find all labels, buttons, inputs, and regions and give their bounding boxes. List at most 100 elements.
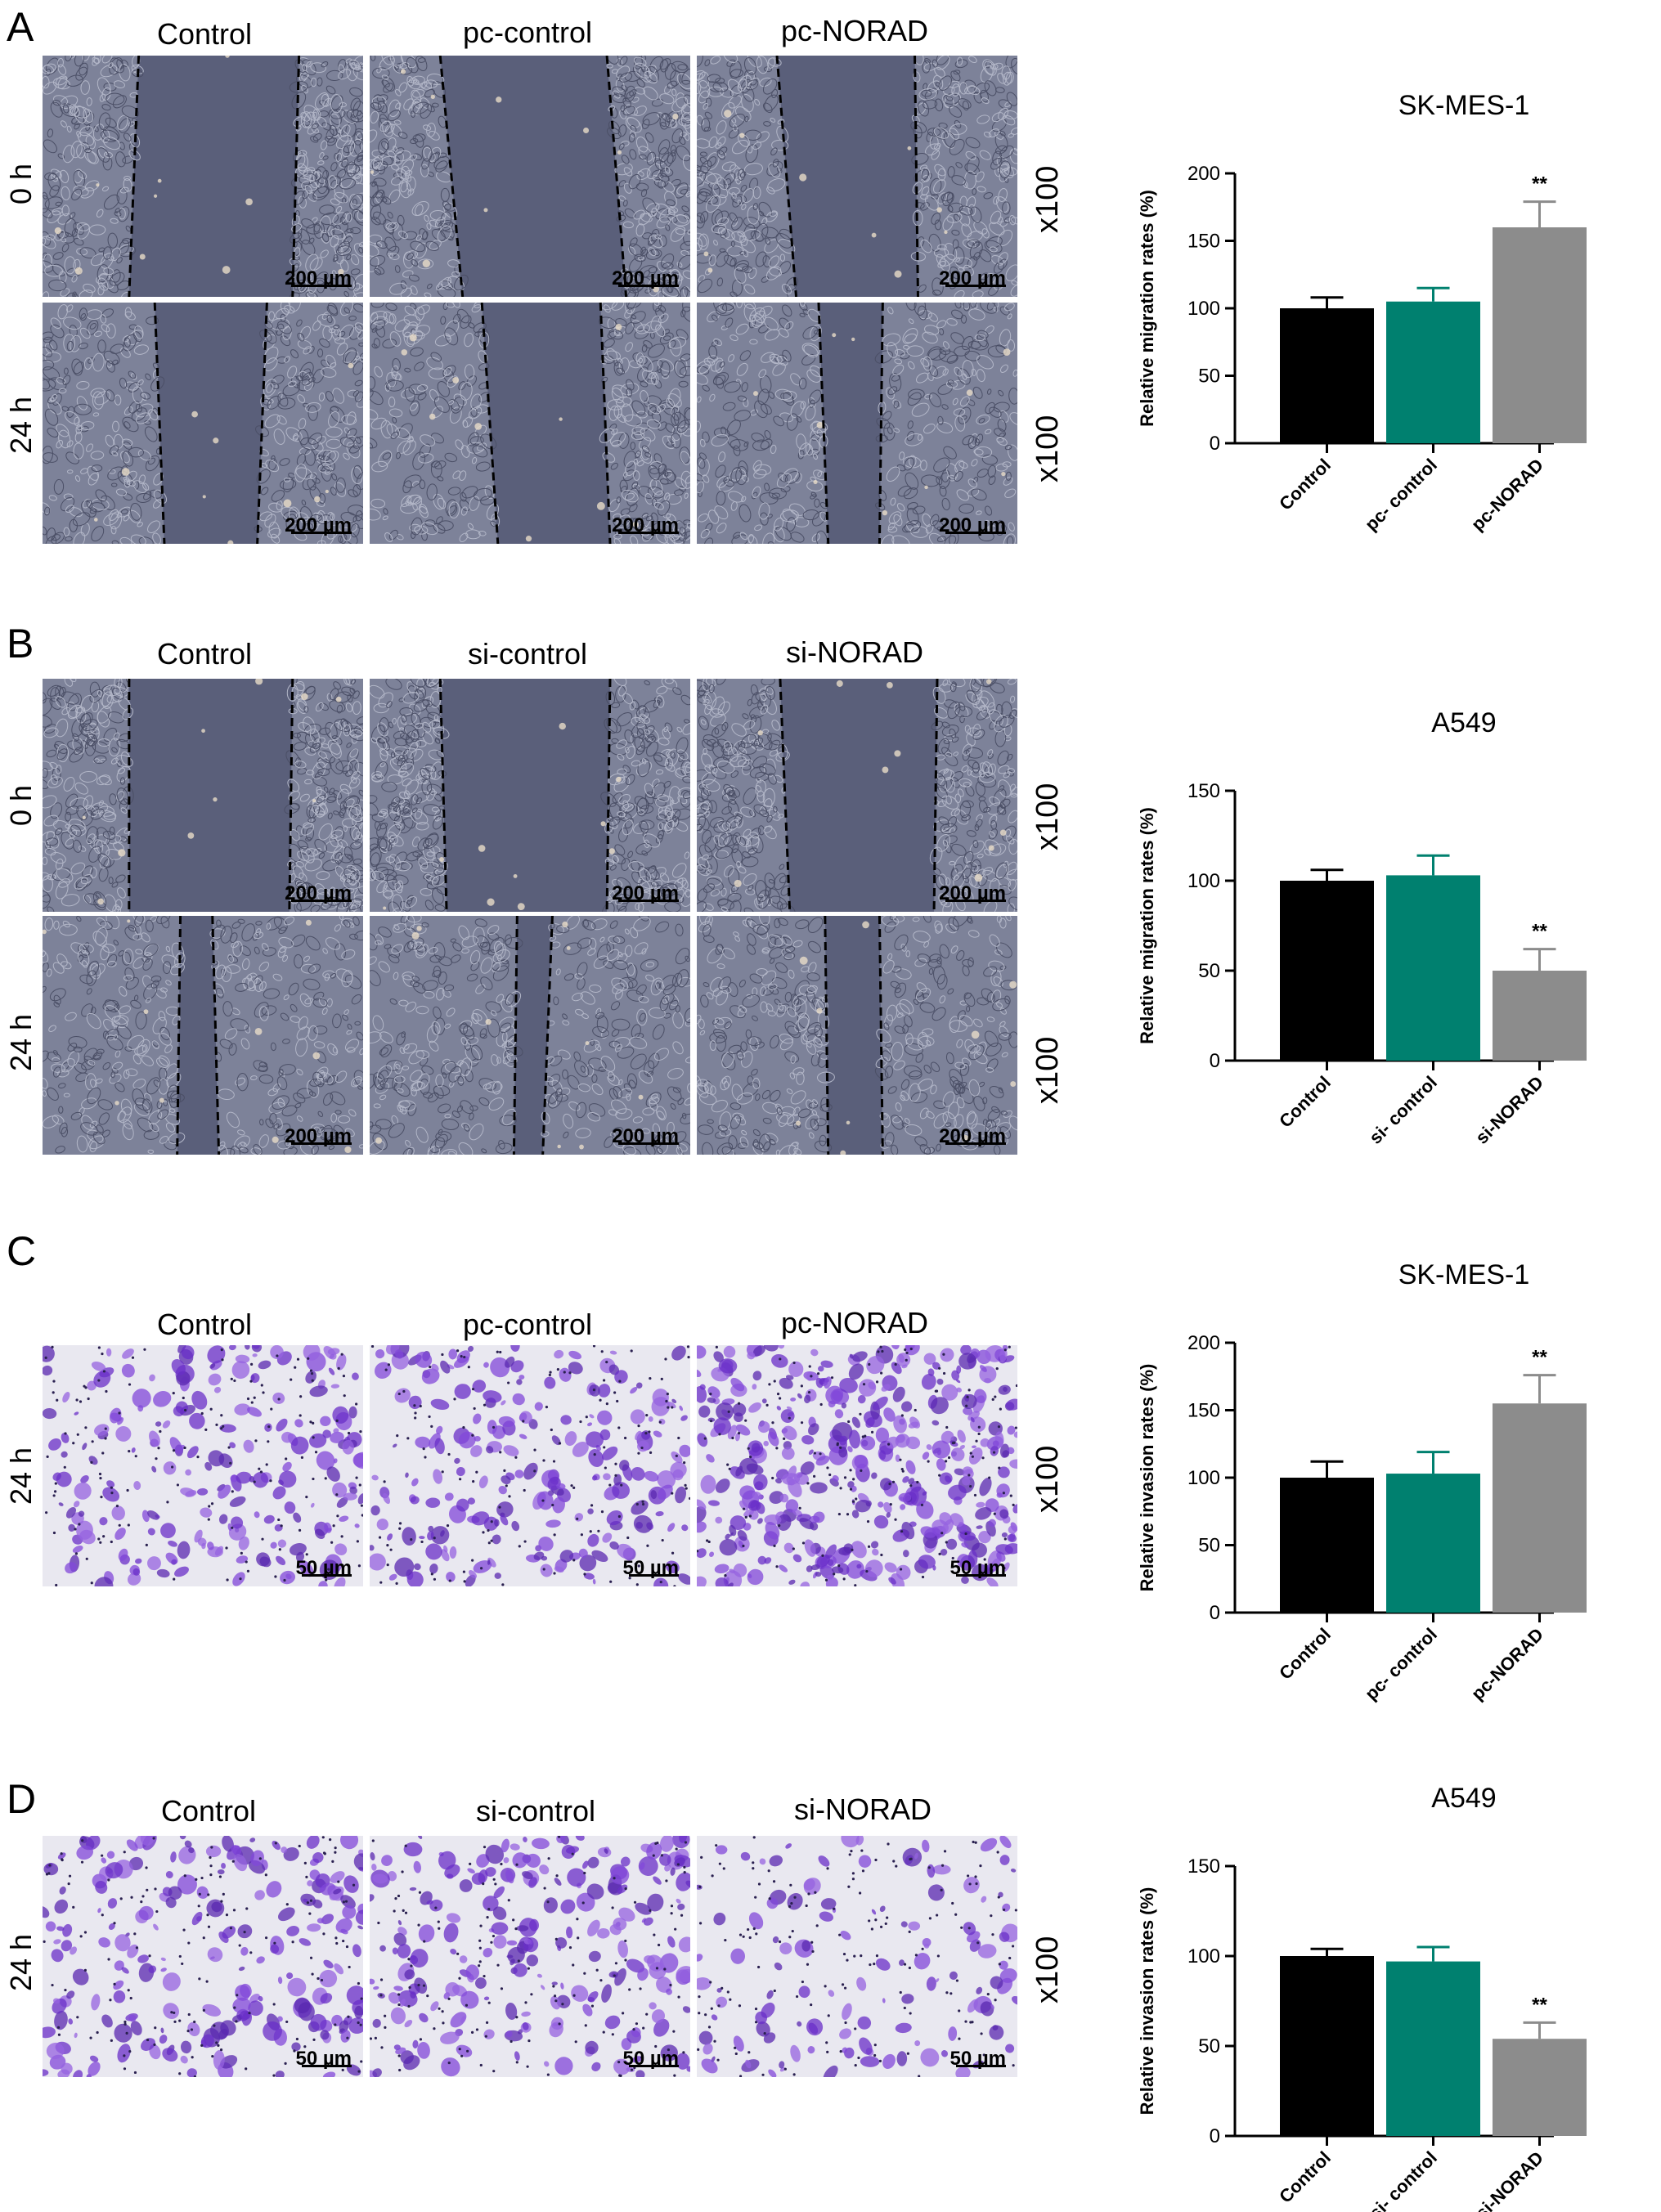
x-tick-label: pc- control <box>1361 1624 1441 1704</box>
chart-svg: A549 Relative invasion rates (%) 0 50 100 150… <box>1137 1783 1587 2212</box>
y-tick-label: 100 <box>1187 298 1220 320</box>
scale-bar: 50 µm <box>949 1557 1006 1579</box>
micrograph-image <box>370 303 690 544</box>
magnification-label: x100 <box>1030 1445 1065 1513</box>
micrograph: 200 µm <box>697 916 1017 1155</box>
panel-letter: A <box>7 4 34 50</box>
micrograph-image <box>697 916 1017 1155</box>
scale-bar: 200 µm <box>612 514 679 536</box>
scale-bar: 200 µm <box>939 514 1006 536</box>
micrograph-image <box>697 1345 1017 1586</box>
column-label: si-control <box>475 1794 596 1828</box>
micrograph: 50 µm <box>370 1836 690 2077</box>
bar-chart: SK-MES-1 Relative migration rates (%) 0 50 1… <box>1129 82 1652 572</box>
y-tick-label: 200 <box>1187 1332 1220 1354</box>
y-tick-label: 0 <box>1210 433 1220 455</box>
y-tick-label: 200 <box>1187 163 1220 185</box>
row-label: 24 h <box>4 396 38 454</box>
row-label: 24 h <box>4 1447 38 1505</box>
chart-title: A549 <box>1431 707 1496 738</box>
scale-bar: 50 µm <box>295 2048 352 2070</box>
micrograph: 200 µm <box>43 679 363 912</box>
panel-letter: B <box>7 621 34 666</box>
column-label: Control <box>156 17 253 51</box>
micrograph-image <box>43 303 363 544</box>
y-tick-label: 0 <box>1210 2125 1220 2147</box>
scale-bar: 50 µm <box>622 2048 679 2070</box>
micrograph: 50 µm <box>370 1345 690 1586</box>
micrograph: 200 µm <box>43 303 363 544</box>
scale-bar: 200 µm <box>285 882 352 904</box>
column-label: si-control <box>467 637 588 671</box>
y-tick-label: 50 <box>1198 366 1220 388</box>
y-axis-label: Relative migration rates (%) <box>1137 190 1157 427</box>
bar <box>1386 1474 1480 1613</box>
y-tick-label: 100 <box>1187 1945 1220 1967</box>
micrograph-image <box>370 56 690 297</box>
bar <box>1280 308 1374 443</box>
micrograph: 200 µm <box>370 56 690 297</box>
x-tick-label: si- control <box>1365 2147 1441 2212</box>
scale-bar: 200 µm <box>285 1125 352 1147</box>
chart-svg: SK-MES-1 Relative migration rates (%) 0 50 1… <box>1137 90 1587 535</box>
column-label: pc-control <box>462 16 593 49</box>
column-label: pc-NORAD <box>780 14 929 47</box>
scale-bar: 200 µm <box>939 1125 1006 1147</box>
micrograph-image <box>370 1345 690 1586</box>
bar <box>1493 971 1587 1061</box>
micrograph-image <box>370 1836 690 2077</box>
y-tick-label: 50 <box>1198 2035 1220 2057</box>
x-tick-label: Control <box>1275 2147 1335 2207</box>
scale-bar: 50 µm <box>949 2048 1006 2070</box>
x-tick-label: Control <box>1275 1624 1335 1684</box>
scale-bar: 200 µm <box>612 267 679 289</box>
micrograph-image <box>697 303 1017 544</box>
significance-marker: ** <box>1532 173 1547 195</box>
magnification-label: x100 <box>1030 783 1065 850</box>
magnification-label: x100 <box>1030 1936 1065 2003</box>
micrograph: 50 µm <box>43 1345 363 1586</box>
y-tick-label: 150 <box>1187 1855 1220 1878</box>
y-tick-label: 150 <box>1187 1400 1220 1422</box>
y-axis-label: Relative migration rates (%) <box>1137 807 1157 1044</box>
scale-bar: 200 µm <box>939 267 1006 289</box>
y-tick-label: 50 <box>1198 960 1220 982</box>
micrograph: 200 µm <box>370 303 690 544</box>
x-tick-label: Control <box>1275 1072 1335 1132</box>
magnification-label: x100 <box>1030 165 1065 233</box>
y-tick-label: 150 <box>1187 231 1220 253</box>
column-label: Control <box>156 1308 253 1341</box>
micrograph: 50 µm <box>43 1836 363 2077</box>
row-label: 24 h <box>4 1013 38 1071</box>
micrograph-image <box>697 679 1017 912</box>
panel-letter: C <box>7 1228 37 1274</box>
micrograph: 50 µm <box>697 1836 1017 2077</box>
micrograph: 200 µm <box>43 56 363 297</box>
micrograph-image <box>43 1345 363 1586</box>
bar <box>1493 1403 1587 1613</box>
y-tick-label: 100 <box>1187 1467 1220 1489</box>
bar <box>1280 1478 1374 1613</box>
chart-title: A549 <box>1431 1783 1496 1814</box>
scale-bar: 50 µm <box>622 1557 679 1579</box>
y-tick-label: 100 <box>1187 870 1220 892</box>
row-label: 0 h <box>4 163 38 204</box>
bar <box>1386 1961 1480 2136</box>
column-label: Control <box>156 637 253 671</box>
x-tick-label: si- control <box>1365 1072 1441 1148</box>
column-label: Control <box>160 1794 257 1828</box>
chart-svg: SK-MES-1 Relative invasion rates (%) 0 50 10… <box>1137 1259 1587 1704</box>
y-axis-label: Relative invasion rates (%) <box>1137 1887 1157 2116</box>
micrograph-image <box>370 679 690 912</box>
significance-marker: ** <box>1532 921 1547 943</box>
micrograph-image <box>43 679 363 912</box>
micrograph: 200 µm <box>697 303 1017 544</box>
micrograph-image <box>43 1836 363 2077</box>
y-axis-label: Relative invasion rates (%) <box>1137 1364 1157 1592</box>
bar-chart: A549 Relative invasion rates (%) 0 50 100 150… <box>1129 1775 1652 2212</box>
micrograph-image <box>697 56 1017 297</box>
column-label: si-NORAD <box>786 635 923 669</box>
micrograph: 200 µm <box>697 56 1017 297</box>
micrograph: 50 µm <box>697 1345 1017 1586</box>
scale-bar: 200 µm <box>285 267 352 289</box>
